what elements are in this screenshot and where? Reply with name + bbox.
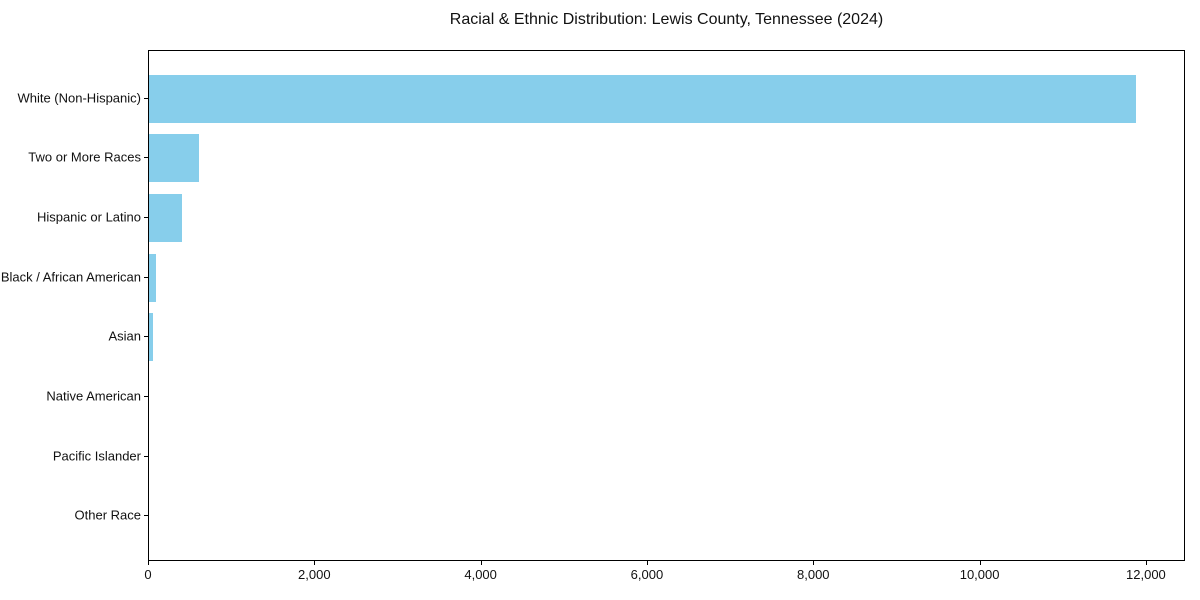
x-tick-label: 8,000	[796, 567, 830, 582]
x-tick-mark	[980, 561, 981, 565]
y-tick-mark	[144, 515, 148, 516]
y-axis-label-hispanic-or-latino: Hispanic or Latino	[36, 209, 141, 225]
y-tick-mark	[144, 157, 148, 158]
x-tick-mark	[647, 561, 648, 565]
y-tick-mark	[144, 456, 148, 457]
y-axis-label-asian: Asian	[108, 328, 141, 344]
x-tick-mark	[1146, 561, 1147, 565]
x-tick-label: 12,000	[1126, 567, 1166, 582]
bar-black-african-american	[149, 253, 156, 302]
y-tick-mark	[144, 217, 148, 218]
bar-two-or-more-races	[149, 134, 199, 183]
bar-white-non-hispanic	[149, 74, 1136, 123]
y-axis-label-two-or-more-races: Two or More Races	[28, 149, 141, 165]
x-tick-label: 6,000	[630, 567, 664, 582]
x-tick-mark	[813, 561, 814, 565]
x-tick-mark	[148, 561, 149, 565]
bar-asian	[149, 313, 153, 362]
plot-area	[148, 50, 1185, 561]
y-axis-label-black-african-american: Black / African American	[0, 269, 141, 285]
x-tick-label: 2,000	[298, 567, 331, 582]
y-tick-mark	[144, 396, 148, 397]
y-tick-mark	[144, 277, 148, 278]
x-tick-mark	[314, 561, 315, 565]
x-tick-label: 0	[144, 567, 152, 582]
bar-hispanic-or-latino	[149, 193, 182, 242]
x-tick-mark	[481, 561, 482, 565]
y-axis-label-native-american: Native American	[46, 388, 141, 404]
y-tick-mark	[144, 98, 148, 99]
chart-title: Racial & Ethnic Distribution: Lewis Coun…	[449, 11, 884, 28]
y-axis-label-pacific-islander: Pacific Islander	[52, 448, 141, 464]
x-tick-label: 4,000	[464, 567, 497, 582]
y-tick-mark	[144, 336, 148, 337]
y-axis-label-white-non-hispanic: White (Non-Hispanic)	[17, 90, 141, 105]
x-tick-label: 10,000	[959, 567, 1000, 582]
y-axis-label-other-race: Other Race	[74, 507, 141, 523]
